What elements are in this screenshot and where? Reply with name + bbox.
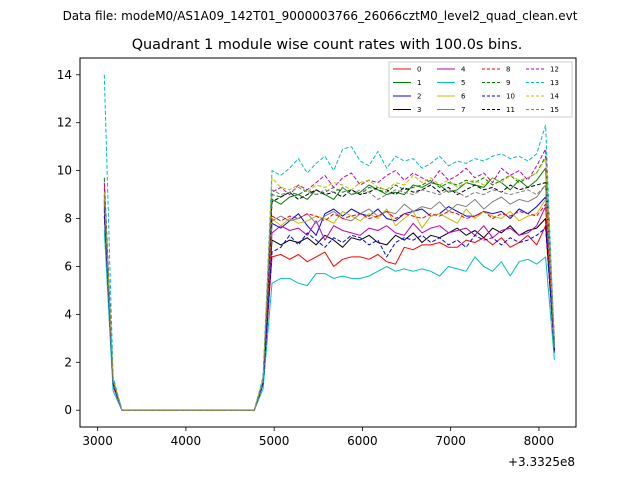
plot-frame [79,57,577,428]
legend-label: 0 [417,66,421,74]
series-line-13 [103,74,555,411]
x-tick-label: 7000 [435,434,466,448]
series-line-6 [103,196,555,411]
legend-entry-8: 8 [482,66,510,74]
legend-entry-2: 2 [393,93,421,101]
series-line-9 [103,155,555,411]
series-line-0 [103,206,555,411]
x-tick-label: 6000 [347,434,378,448]
y-tick-label: 8 [64,212,72,226]
series-line-14 [103,158,555,411]
legend-entry-11: 11 [482,106,515,114]
x-axis: 3000 4000 5000 6000 7000 8000 [82,427,554,448]
legend-frame [388,61,573,118]
y-tick-label: 12 [57,116,72,130]
legend-entry-9: 9 [482,79,510,87]
legend-label: 11 [506,106,515,114]
y-tick-label: 10 [57,164,72,178]
legend-label: 3 [417,106,421,114]
series-line-4 [103,204,555,411]
legend-label: 13 [550,79,559,87]
x-tick-label: 3000 [82,434,113,448]
legend-entry-6: 6 [437,93,466,101]
series-line-12 [103,148,555,411]
y-tick-label: 0 [64,403,72,417]
legend-label: 6 [461,93,466,101]
legend-entry-15: 15 [526,106,559,114]
legend-entry-10: 10 [482,93,515,101]
legend-entry-5: 5 [437,79,465,87]
chart-title: Quadrant 1 module wise count rates with … [132,37,523,53]
series-line-8 [103,187,555,411]
series-line-7 [103,184,555,411]
x-tick-label: 4000 [171,434,202,448]
legend-label: 2 [417,93,421,101]
legend-entry-13: 13 [526,79,559,87]
legend-entry-12: 12 [526,66,559,74]
y-axis: 0 2 4 6 8 10 12 14 [57,68,80,417]
x-tick-label: 8000 [524,434,555,448]
y-tick-label: 4 [64,307,72,321]
legend-label: 10 [506,93,515,101]
y-tick-label: 14 [57,68,72,82]
x-tick-label: 5000 [259,434,290,448]
legend-label: 1 [417,79,421,87]
legend-entry-1: 1 [393,79,421,87]
legend-label: 7 [461,106,465,114]
legend-entry-3: 3 [393,106,421,114]
legend-label: 5 [461,79,465,87]
series-layer [103,74,555,411]
legend-label: 9 [506,79,510,87]
figure-suptitle: Data file: modeM0/AS1A09_142T01_90000037… [63,9,578,23]
legend-entry-14: 14 [526,93,559,101]
series-line-15 [103,184,555,411]
legend-label: 8 [506,66,510,74]
y-tick-label: 6 [64,259,72,273]
legend-label: 4 [461,66,466,74]
legend-label: 14 [550,93,559,101]
series-line-10 [103,208,555,411]
series-line-11 [103,182,555,411]
series-line-2 [103,196,555,411]
y-tick-label: 2 [64,355,72,369]
legend-label: 12 [550,66,559,74]
series-line-5 [103,230,555,411]
series-line-3 [103,216,555,411]
legend-entry-7: 7 [437,106,465,114]
legend-entry-0: 0 [393,66,421,74]
series-line-1 [103,167,555,411]
x-axis-offset-label: +3.3325e8 [508,455,575,469]
legend-label: 15 [550,106,559,114]
legend-entry-4: 4 [437,66,466,74]
